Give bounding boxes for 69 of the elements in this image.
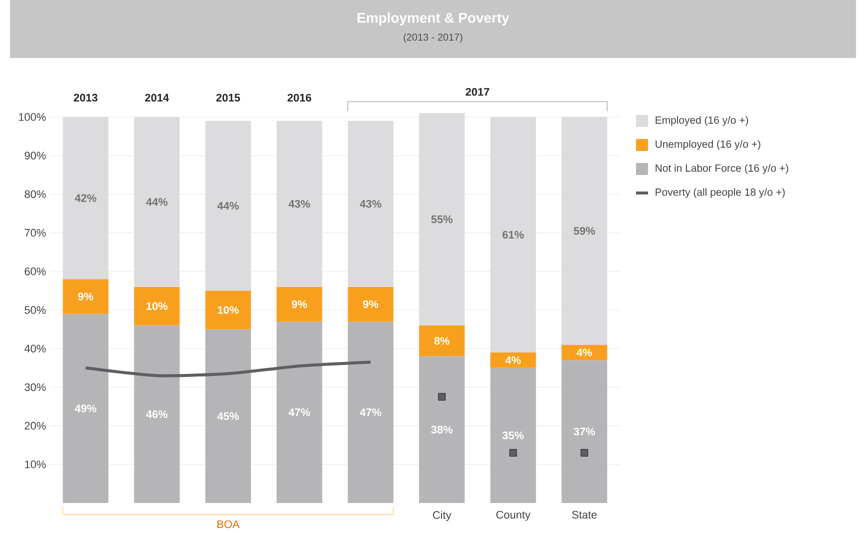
data-label: 9% <box>78 292 94 300</box>
x-tick-label: County <box>496 510 530 521</box>
data-label: 43% <box>360 200 382 208</box>
data-label: 46% <box>146 410 168 418</box>
legend-label: Not in Labor Force (16 y/o +) <box>656 164 788 174</box>
bar <box>62 279 108 314</box>
y-tick-label: 100% <box>18 113 46 121</box>
data-label: 44% <box>217 202 239 210</box>
y-tick-label: 50% <box>24 306 46 314</box>
bar <box>490 368 536 503</box>
data-label: 10% <box>146 302 168 310</box>
data-label: 43% <box>288 200 310 208</box>
bar <box>276 322 322 503</box>
data-label: 4% <box>576 348 592 356</box>
x-tick-label: State <box>572 510 597 519</box>
bar <box>348 120 394 287</box>
text: BOA <box>217 520 240 528</box>
bar <box>134 286 180 326</box>
bar <box>419 325 465 356</box>
chart-subtitle: (2013 - 2017) <box>404 33 462 43</box>
legend-label: Unemployed (16 y/o +) <box>656 140 760 150</box>
data-label: 38% <box>431 426 453 434</box>
x-tick-label: City <box>433 510 452 522</box>
bar <box>276 120 322 287</box>
bar <box>134 325 180 503</box>
text: 2014 <box>145 94 170 102</box>
y-tick-label: 10% <box>25 460 46 468</box>
data-label: 9% <box>363 300 378 308</box>
data-label: 49% <box>74 404 96 412</box>
bar <box>205 290 251 330</box>
bar <box>205 120 251 291</box>
text: 2017 <box>466 88 490 96</box>
data-label: 47% <box>360 408 382 416</box>
data-label: 45% <box>217 412 239 420</box>
data-label: 8% <box>434 336 450 345</box>
data-label: 37% <box>574 428 596 436</box>
data-label: 55% <box>431 215 453 224</box>
data-label: 61% <box>502 230 524 239</box>
data-label: 59% <box>574 226 596 235</box>
y-tick-label: 30% <box>24 383 46 392</box>
bar <box>562 360 608 503</box>
bar <box>276 286 322 322</box>
chart-title: Employment & Poverty <box>358 12 510 26</box>
legend-label: Poverty (all people 18 y/o +) <box>656 188 785 198</box>
y-tick-label: 90% <box>24 152 46 160</box>
y-tick-label: 70% <box>24 228 46 237</box>
legend-label: Employed (16 y/o +) <box>656 116 748 126</box>
bar <box>348 286 394 322</box>
text: 2016 <box>288 94 312 102</box>
bar <box>490 352 536 368</box>
data-label: 42% <box>74 194 96 202</box>
y-tick-label: 20% <box>24 422 46 430</box>
y-tick-label: 80% <box>24 190 46 198</box>
y-tick-label: 40% <box>24 344 46 352</box>
data-label: 47% <box>288 408 310 416</box>
bar <box>348 322 394 503</box>
data-label: 10% <box>218 306 239 314</box>
data-label: 4% <box>505 356 521 364</box>
bar <box>62 314 108 503</box>
data-label: 35% <box>502 432 524 440</box>
line-series <box>84 360 372 378</box>
y-tick-label: 60% <box>24 268 46 276</box>
bar <box>562 344 608 360</box>
data-label: 9% <box>292 300 308 308</box>
text: 2013 <box>74 94 98 102</box>
bar <box>419 356 465 503</box>
data-label: 44% <box>146 198 168 206</box>
bar <box>205 329 251 503</box>
text: 2015 <box>216 94 240 102</box>
